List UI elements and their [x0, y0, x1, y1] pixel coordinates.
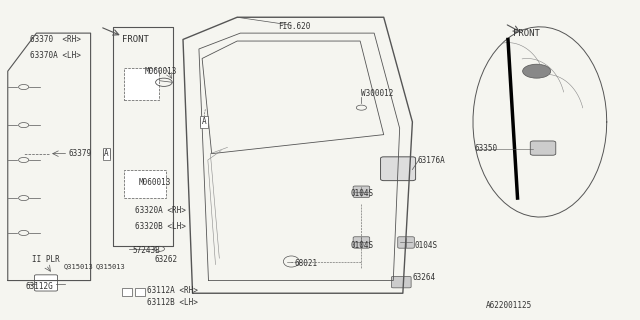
Text: 0104S: 0104S — [414, 241, 437, 250]
FancyBboxPatch shape — [397, 237, 414, 248]
Text: 63320A <RH>: 63320A <RH> — [135, 206, 186, 215]
Text: A: A — [202, 117, 206, 126]
Text: Q315013: Q315013 — [96, 263, 125, 269]
Text: 63370  <RH>: 63370 <RH> — [30, 35, 81, 44]
Text: II PLR: II PLR — [32, 255, 60, 264]
Text: 63379: 63379 — [68, 149, 92, 158]
Text: 0104S: 0104S — [351, 189, 374, 198]
Text: 63112G: 63112G — [26, 282, 53, 292]
Text: A: A — [104, 151, 109, 157]
FancyBboxPatch shape — [531, 141, 556, 155]
Text: 63112A <RH>: 63112A <RH> — [147, 285, 198, 295]
Text: A: A — [104, 149, 109, 158]
FancyBboxPatch shape — [35, 275, 58, 291]
FancyBboxPatch shape — [122, 288, 132, 296]
Text: M060013: M060013 — [145, 67, 177, 76]
Text: 63370A <LH>: 63370A <LH> — [30, 51, 81, 60]
Text: 63262: 63262 — [154, 255, 177, 264]
Text: 63176A: 63176A — [417, 156, 445, 164]
FancyBboxPatch shape — [353, 237, 370, 248]
Text: A: A — [202, 119, 207, 125]
Text: 63112B <LH>: 63112B <LH> — [147, 298, 198, 307]
Text: Q315013: Q315013 — [64, 263, 93, 269]
Text: 68021: 68021 — [294, 259, 317, 268]
Text: FRONT: FRONT — [513, 28, 540, 38]
Text: 63350: 63350 — [474, 144, 497, 153]
Circle shape — [523, 64, 550, 78]
FancyBboxPatch shape — [124, 68, 159, 100]
Text: 63264: 63264 — [412, 273, 436, 282]
Text: W300012: W300012 — [362, 89, 394, 98]
Text: M060013: M060013 — [138, 178, 171, 187]
FancyBboxPatch shape — [381, 157, 415, 180]
FancyBboxPatch shape — [392, 276, 411, 288]
Text: 0104S: 0104S — [351, 241, 374, 250]
Text: FRONT: FRONT — [122, 35, 149, 44]
Text: A622001125: A622001125 — [486, 301, 532, 310]
Text: 57243B: 57243B — [132, 246, 160, 255]
FancyBboxPatch shape — [353, 186, 370, 197]
FancyBboxPatch shape — [124, 170, 166, 198]
Text: 63320B <LH>: 63320B <LH> — [135, 222, 186, 231]
FancyBboxPatch shape — [135, 288, 145, 296]
Text: FIG.620: FIG.620 — [278, 22, 311, 31]
